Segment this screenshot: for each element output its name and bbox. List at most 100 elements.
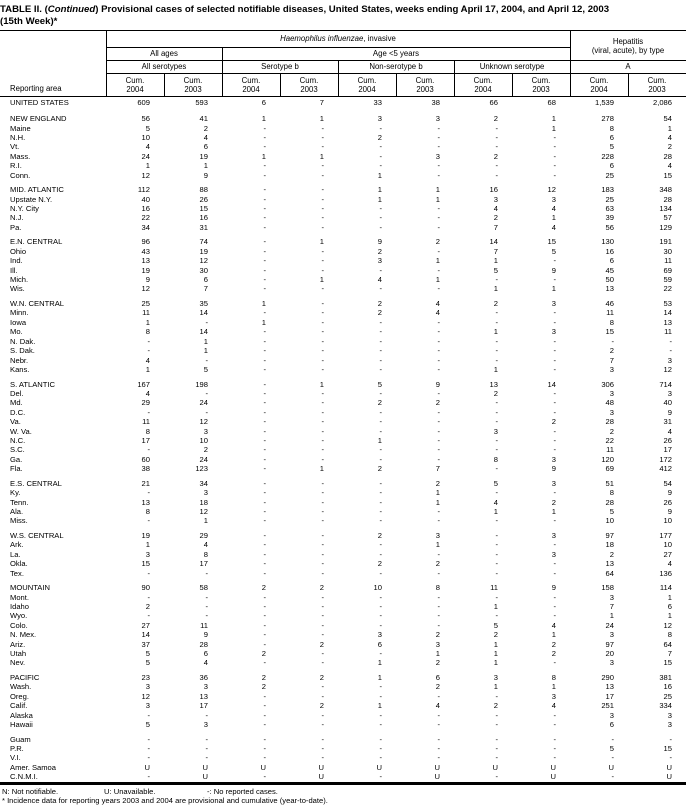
cell: 16	[663, 682, 672, 692]
cell: 1,539	[594, 98, 614, 107]
cell: 4	[435, 308, 440, 318]
cell: -	[379, 284, 382, 294]
cell: 2	[203, 445, 208, 455]
haemophilus-group-header: Haemophilus influenzae, invasive	[105, 30, 570, 48]
cell: -	[553, 142, 556, 152]
cell: 3	[609, 592, 614, 602]
cell: -	[321, 435, 324, 445]
cell: -	[321, 246, 324, 256]
cell: 9	[145, 275, 150, 285]
cell: 15	[199, 204, 208, 214]
table-row: Utah 5 6 2 - - 1 1 2 20 7	[0, 649, 686, 658]
cell: 1	[261, 299, 266, 309]
cell: -	[321, 426, 324, 436]
table-row: S.C. - 2 - - - - - - 11 17	[0, 445, 686, 454]
row-label: W.S. CENTRAL	[10, 530, 64, 540]
cell: 6	[609, 256, 614, 266]
cell: -	[437, 284, 440, 294]
cell: 6	[609, 133, 614, 142]
cell: 15	[141, 559, 150, 569]
cell: 2	[493, 299, 498, 309]
cell: 2	[319, 673, 324, 683]
cell: 96	[141, 237, 150, 247]
cell: 30	[663, 246, 672, 256]
cell: -	[263, 170, 266, 180]
cell: 3	[493, 426, 498, 436]
cell: 9	[551, 265, 556, 275]
cell: -	[321, 265, 324, 275]
cell: 16	[141, 204, 150, 214]
cell: -	[321, 602, 324, 611]
cell: 1	[377, 170, 382, 180]
cell: 2	[261, 649, 266, 659]
cell: -	[553, 435, 556, 445]
cell: 14	[199, 327, 208, 337]
table-row: Del. 4 - - - - - 2 - 3 3	[0, 389, 686, 398]
cell: -	[437, 516, 440, 526]
cell: 4	[667, 426, 672, 436]
cell: -	[437, 435, 440, 445]
cell: 10	[663, 540, 672, 550]
cell: 1	[667, 592, 672, 602]
cell: -	[553, 133, 556, 142]
cell: 58	[199, 583, 208, 593]
cell: -	[611, 734, 614, 744]
table-row: N. Mex. 14 9 - - 3 2 2 1 3 8	[0, 630, 686, 639]
cell: -	[321, 630, 324, 640]
cell: -	[379, 744, 382, 754]
cell: -	[553, 426, 556, 436]
cell: 19	[141, 530, 150, 540]
cell: 172	[659, 454, 672, 464]
cell: -	[495, 568, 498, 578]
legend-no-reported: -: No reported cases.	[207, 786, 278, 796]
cell: -	[437, 407, 440, 417]
cell: 25	[605, 170, 614, 180]
cell: -	[263, 592, 266, 602]
cell: 8	[609, 488, 614, 498]
cell: -	[263, 194, 266, 204]
cell: 34	[141, 222, 150, 232]
hepatitis-group-header: Hepatitis (viral, acute), by type	[569, 30, 686, 61]
cell: -	[321, 753, 324, 763]
cell: -	[263, 691, 266, 701]
cell: -	[379, 506, 382, 516]
cell: -	[263, 246, 266, 256]
cell: 3	[435, 639, 440, 649]
cell: -	[437, 142, 440, 152]
cell: 6	[203, 142, 208, 152]
cell: -	[437, 744, 440, 754]
row-label: N. Dak.	[10, 336, 36, 346]
cell: -	[669, 734, 672, 744]
legend-unavailable: U: Unavailable.	[104, 786, 156, 796]
cell: -	[321, 299, 324, 309]
cell: 46	[605, 299, 614, 309]
cell: 59	[663, 275, 672, 285]
cell: -	[321, 170, 324, 180]
cell: -	[147, 568, 150, 578]
cell: 22	[605, 435, 614, 445]
cell: -	[263, 284, 266, 294]
cell: 50	[605, 275, 614, 285]
table-row: E.S. CENTRAL 21 34 - - - 2 5 3 51 54	[0, 479, 686, 488]
row-label: Tex.	[10, 568, 24, 578]
cell: 1	[261, 151, 266, 161]
cell: -	[437, 454, 440, 464]
cell: 1	[203, 336, 208, 346]
cell: -	[147, 592, 150, 602]
cell: -	[321, 691, 324, 701]
cell: -	[263, 720, 266, 730]
cell: 5	[551, 246, 556, 256]
cell: 2	[493, 213, 498, 223]
table-row: Nev. 5 4 - - 1 2 1 - 3 15	[0, 658, 686, 667]
cell: -	[553, 559, 556, 569]
cell: U	[434, 772, 440, 782]
cell: 3	[551, 299, 556, 309]
cell: 12	[663, 620, 672, 630]
row-label: S. Dak.	[10, 346, 35, 356]
cell: 5	[145, 658, 150, 668]
cell: 12	[141, 691, 150, 701]
cell: 31	[199, 222, 208, 232]
cell: 2	[551, 497, 556, 507]
hepatitis-line2: (viral, acute), by type	[591, 45, 665, 55]
cell: -	[495, 398, 498, 408]
